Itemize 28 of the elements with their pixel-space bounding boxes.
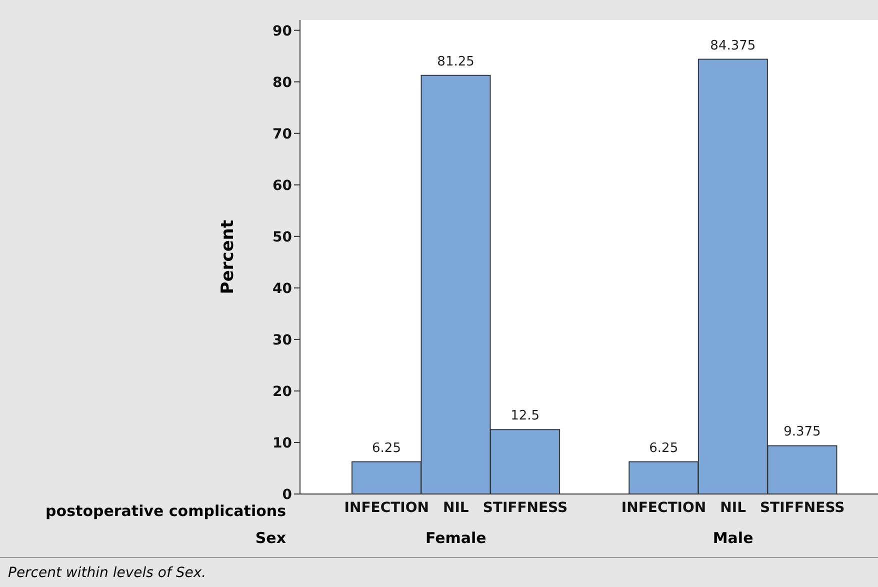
x-tick-label: INFECTION [344,500,429,516]
y-tick-label: 90 [272,23,292,40]
text: Male [712,529,754,547]
y-tick-label: 50 [272,229,292,246]
data-label: 81.25 [437,54,474,70]
data-label: 12.5 [510,408,540,424]
y-tick-label: 60 [272,178,292,194]
y-tick-label: 0 [282,486,292,503]
y-tick-label: 80 [272,74,292,91]
text: Sex [255,529,286,547]
y-tick-label: 20 [272,384,292,400]
y-axis-title: Percent [218,220,238,294]
data-label: 84.375 [710,38,756,54]
x-axis-title: postoperative complications [46,502,286,520]
y-tick-label: 70 [272,126,292,142]
y-tick-label: 30 [272,332,292,348]
x-tick-label: STIFFNESS [760,500,845,516]
y-tick-label: 10 [272,435,292,452]
data-label: 9.375 [784,424,821,440]
text: Female [425,529,486,547]
x-tick-label: INFECTION [621,500,706,516]
data-label: 6.25 [649,440,678,456]
x-tick-label: STIFFNESS [482,500,568,516]
x-tick-label: NIL [443,500,469,516]
data-label: 6.25 [372,440,401,456]
y-tick-label: 40 [272,280,292,297]
text: Percent within levels of Sex. [8,565,206,581]
x-tick-label: NIL [720,500,746,516]
